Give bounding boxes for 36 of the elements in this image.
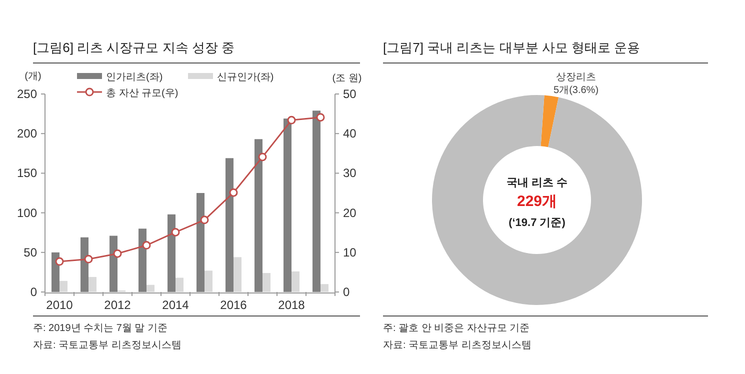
- title: [그림6] 리츠 시장규모 지속 성장 중: [33, 40, 235, 55]
- y2-tick-label: 50: [343, 87, 357, 101]
- y2-tick-label: 30: [343, 166, 357, 180]
- annotation: 국내 리츠 수: [506, 177, 568, 189]
- legend-item: 인가리츠(좌): [77, 72, 163, 83]
- data-label: 5개(3.6%): [554, 85, 599, 96]
- y2-tick-label: 40: [343, 126, 357, 141]
- legend-label: 인가리츠(좌): [106, 72, 163, 83]
- legend-item: 총 자산 규모(우): [77, 88, 178, 99]
- annotation: 주: 괄호 안 비중은 자산규모 기준: [383, 323, 530, 334]
- y-tick-label: 200: [16, 126, 38, 141]
- annotation: 주: 2019년 수치는 7월 말 기준: [33, 323, 168, 334]
- y2-tick-label: 0: [343, 285, 350, 299]
- y-tick-label: 100: [16, 206, 38, 220]
- x-tick-label: 2016: [220, 298, 248, 312]
- annotation: 자료: 국토교통부 리츠정보시스템: [33, 340, 182, 351]
- x-tick-label: 2018: [278, 298, 306, 312]
- x-tick-label: 2010: [46, 298, 74, 312]
- x-tick-label: 2014: [162, 298, 190, 312]
- y2-tick-label: 10: [343, 245, 357, 260]
- legend-label: 신규인가(좌): [217, 72, 274, 83]
- y-tick-label: 0: [30, 285, 38, 299]
- title: [그림7] 국내 리츠는 대부분 사모 형태로 운용: [383, 40, 640, 55]
- y2-tick-label: 20: [343, 206, 357, 220]
- x-tick-label: 2012: [104, 298, 132, 312]
- legend-item: 신규인가(좌): [188, 72, 274, 83]
- y-tick-label: 150: [16, 166, 38, 180]
- annotation: 자료: 국토교통부 리츠정보시스템: [383, 340, 532, 351]
- legend-label: 총 자산 규모(우): [106, 88, 178, 99]
- slice-label: 상장리츠: [556, 72, 596, 84]
- y-axis-title: (개): [24, 71, 42, 82]
- annotation: 229개: [516, 193, 558, 210]
- annotation: (‘19.7 기준): [508, 217, 566, 229]
- y-tick-label: 50: [24, 245, 38, 260]
- y2-axis-title: (조 원): [332, 73, 362, 84]
- y-tick-label: 250: [16, 87, 38, 101]
